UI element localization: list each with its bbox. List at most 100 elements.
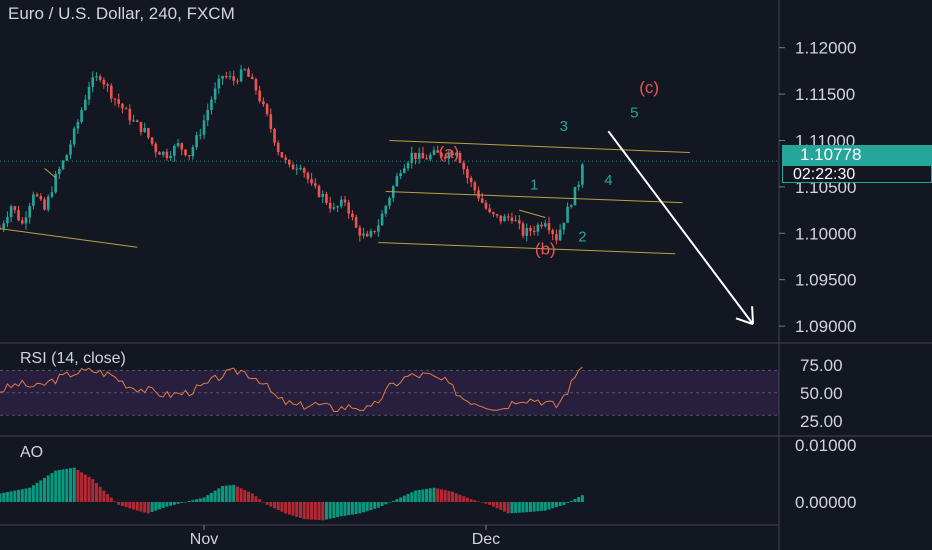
ao-bar <box>432 487 436 502</box>
candle-body <box>173 146 176 156</box>
candle-body <box>102 79 106 85</box>
ao-bar <box>239 488 243 502</box>
rsi-pane-label: RSI (14, close) <box>20 350 126 367</box>
candle-body <box>351 213 354 218</box>
candle-body <box>558 229 562 241</box>
ao-bar <box>477 501 481 502</box>
candle-body <box>6 217 9 224</box>
ao-bar <box>306 502 310 520</box>
candle-body <box>288 159 291 165</box>
ao-bar <box>224 485 228 502</box>
candle-body <box>217 78 221 89</box>
ao-bar <box>358 502 362 514</box>
ao-bar <box>143 502 147 513</box>
candle-body <box>414 152 417 160</box>
candle-body <box>532 230 536 232</box>
candle-body <box>72 128 76 145</box>
wave-label: 4 <box>604 172 612 189</box>
candle-body <box>403 168 406 173</box>
wave-label: 2 <box>578 229 586 246</box>
candle-body <box>577 184 580 187</box>
wave-label: 5 <box>630 104 638 121</box>
ao-bar <box>298 502 302 518</box>
candle-body <box>247 69 250 77</box>
rsi-tick-label: 50.00 <box>800 384 843 403</box>
ao-bar <box>17 489 21 502</box>
projection-arrowhead <box>751 306 755 325</box>
ao-bar <box>384 502 388 505</box>
ao-bar <box>543 502 547 511</box>
candle-body <box>477 190 480 199</box>
ao-bar <box>72 467 76 502</box>
candle-body <box>306 172 310 180</box>
ao-bar <box>573 499 577 502</box>
ao-bar <box>569 500 573 502</box>
candle-body <box>228 76 232 78</box>
candle-body <box>347 202 350 214</box>
candle-body <box>169 155 172 159</box>
candle-body <box>17 210 20 221</box>
candle-body <box>284 157 287 160</box>
candle-body <box>506 216 510 218</box>
candle-body <box>429 154 432 160</box>
ao-bar <box>124 502 128 508</box>
price-tick-label: 1.09000 <box>795 317 856 336</box>
candle-body <box>132 120 135 122</box>
candle-body <box>143 128 146 132</box>
ao-bar <box>336 502 340 518</box>
ao-bar <box>269 502 273 507</box>
candle-body <box>28 205 31 218</box>
ao-bar <box>80 472 84 502</box>
ao-bar <box>228 485 232 502</box>
ao-bar <box>491 502 495 507</box>
ao-bar <box>402 495 406 502</box>
ao-bar <box>254 496 258 502</box>
candle-body <box>106 84 109 86</box>
candle-body <box>480 198 484 203</box>
candle-body <box>32 194 35 206</box>
candle-body <box>395 176 399 187</box>
candle-body <box>95 76 98 78</box>
ao-bar <box>577 497 581 502</box>
ao-bar <box>443 490 447 502</box>
candle-body <box>187 155 191 157</box>
ao-bar <box>243 490 247 502</box>
candle-body <box>581 164 584 185</box>
candle-body <box>425 158 428 160</box>
ao-bar <box>488 502 492 505</box>
ao-bar <box>562 502 566 505</box>
ao-bar <box>232 484 236 502</box>
ao-bar <box>376 502 380 508</box>
candle-body <box>195 135 198 148</box>
candle-body <box>410 152 414 163</box>
ao-bar <box>217 488 221 502</box>
ao-bar <box>102 490 106 502</box>
ao-bar <box>551 502 555 509</box>
candle-body <box>466 169 469 178</box>
ao-bar <box>540 502 544 511</box>
candle-body <box>566 206 569 223</box>
channel-trendline <box>385 191 683 204</box>
ao-bar <box>317 502 321 521</box>
ao-bar <box>2 492 6 502</box>
candle-body <box>262 101 265 105</box>
candle-body <box>2 223 6 229</box>
ao-bar <box>436 488 440 502</box>
ao-bar <box>57 470 61 502</box>
ao-bar <box>473 500 477 502</box>
candle-body <box>154 143 158 153</box>
ao-bar <box>43 477 47 502</box>
ao-bar <box>113 501 117 502</box>
candle-body <box>325 194 328 203</box>
ao-bar <box>439 489 443 502</box>
ao-bar <box>462 496 466 502</box>
candle-body <box>113 98 117 100</box>
ao-bar <box>158 502 162 510</box>
ao-bar <box>28 487 32 502</box>
ao-bar <box>76 470 80 502</box>
candle-body <box>417 152 421 160</box>
ao-bar <box>406 494 410 502</box>
candle-body <box>13 206 17 211</box>
candle-body <box>91 77 95 87</box>
